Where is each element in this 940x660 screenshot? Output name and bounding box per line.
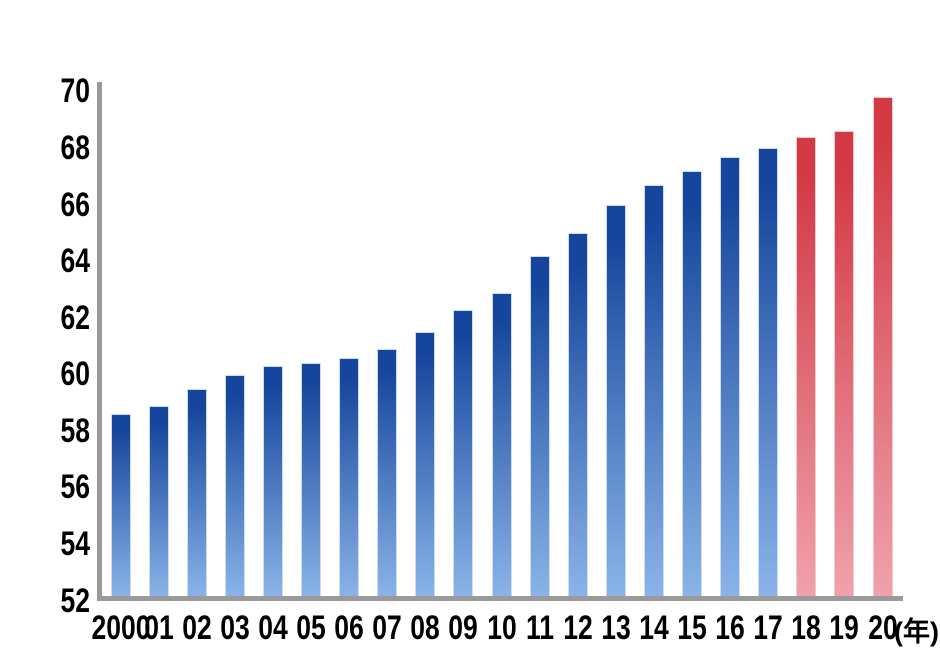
y-tick-label-66: 66 [60,185,90,224]
bar-06 [339,357,360,598]
bar-07 [377,349,398,598]
bar-08 [415,332,436,598]
y-tick-label-64: 64 [60,242,90,281]
bar-18 [796,137,817,598]
x-tick-label-03: 03 [220,608,250,647]
bar-05 [301,363,321,598]
x-tick-label-13: 13 [601,608,631,647]
x-tick-label-17: 17 [753,608,783,647]
x-tick-label-2000: 2000 [90,608,150,647]
x-axis-unit-label: (年) [894,616,939,647]
x-axis-line [97,596,903,601]
bar-17 [758,148,779,598]
x-tick-label-16: 16 [715,608,745,647]
y-tick-label-54: 54 [60,524,90,563]
y-tick-label-56: 56 [60,468,90,507]
x-tick-label-04: 04 [258,608,288,647]
y-tick-label-68: 68 [60,129,90,168]
x-tick-label-18: 18 [791,608,822,647]
x-tick-label-02: 02 [181,608,212,647]
y-tick-label-58: 58 [60,411,90,450]
bar-10 [491,292,512,598]
bar-15 [682,170,702,598]
x-tick-label-14: 14 [639,608,669,647]
bar-03 [224,374,245,598]
bar-12 [567,233,588,598]
x-tick-label-06: 06 [334,608,364,647]
bar-02 [186,388,207,598]
x-tick-label-15: 15 [677,608,707,647]
y-tick-label-62: 62 [60,298,90,337]
bar-04 [262,366,283,598]
y-tick-label-52: 52 [60,581,90,620]
x-tick-label-20: 20 [867,608,898,647]
bar-14 [643,185,664,598]
bar-16 [720,156,741,598]
bar-09 [453,309,474,598]
x-tick-label-10: 10 [486,608,517,647]
x-tick-label-08: 08 [410,608,441,647]
bar-19 [834,131,855,598]
x-tick-label-01: 01 [143,608,174,647]
x-tick-label-19: 19 [829,608,860,647]
bar-20 [872,97,893,598]
bar-11 [529,255,550,598]
x-tick-label-05: 05 [296,608,326,647]
x-tick-label-12: 12 [562,608,593,647]
x-tick-label-11: 11 [525,608,554,647]
bar-13 [605,204,626,598]
y-axis-line [97,82,102,598]
y-tick-label-60: 60 [60,355,90,394]
x-tick-label-09: 09 [448,608,479,647]
x-tick-label-07: 07 [372,608,402,647]
bar-2000 [110,414,131,598]
bar-01 [148,405,169,598]
y-tick-label-70: 70 [60,72,90,111]
